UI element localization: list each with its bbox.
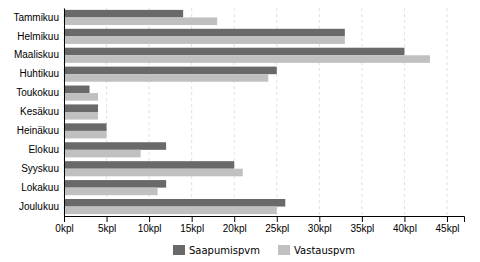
- grid: [64, 8, 447, 216]
- y-tick-label: Syyskuu: [21, 163, 59, 174]
- bar: [64, 150, 141, 158]
- bar: [64, 10, 183, 18]
- bar: [64, 199, 285, 207]
- x-tick-mark: [404, 216, 405, 222]
- bar: [64, 86, 90, 94]
- bar: [64, 29, 345, 37]
- legend-item: Vastauspvm: [278, 245, 355, 256]
- bar: [64, 36, 345, 44]
- y-tick: Kesäkuu: [20, 106, 59, 117]
- x-tick: 5kpl: [98, 216, 116, 234]
- x-tick-mark: [277, 216, 278, 222]
- y-axis: Tammikuu Helmikuu Maaliskuu Huhtikuu Toukoku…: [13, 9, 64, 217]
- bar: [64, 48, 404, 56]
- y-tick-label: Huhtikuu: [20, 68, 59, 79]
- y-tick: Joulukuu: [19, 201, 59, 212]
- x-tick: 15kpl: [180, 216, 204, 234]
- x-tick-label: 40kpl: [393, 223, 417, 234]
- grid-line: [404, 8, 405, 216]
- x-tick-mark: [362, 216, 363, 222]
- y-tick-label: Maaliskuu: [14, 49, 59, 60]
- grid-line: [361, 8, 362, 216]
- legend: Saapumispvm Vastauspvm: [173, 245, 355, 256]
- x-tick: 30kpl: [308, 216, 332, 234]
- plot: 0kpl 5kpl 10kpl 15kpl 20kpl 25kpl 30kpl 35kpl 40…: [13, 8, 464, 234]
- bar: [64, 67, 277, 75]
- y-tick-label: Tammikuu: [13, 12, 59, 23]
- y-tick-label: Toukokuu: [16, 87, 59, 98]
- bars: [64, 10, 430, 214]
- x-tick-label: 35kpl: [350, 223, 374, 234]
- x-tick: 10kpl: [138, 216, 162, 234]
- legend-swatch: [173, 245, 185, 255]
- x-tick-mark: [149, 216, 150, 222]
- bar-series: [64, 10, 404, 207]
- x-tick-mark: [64, 216, 65, 222]
- legend-label: Saapumispvm: [189, 245, 260, 256]
- grid-line: [446, 8, 447, 216]
- x-tick-label: 0kpl: [55, 223, 73, 234]
- bar: [64, 161, 234, 169]
- bar: [64, 112, 98, 120]
- x-tick-mark: [234, 216, 235, 222]
- y-tick-label: Elokuu: [28, 144, 59, 155]
- y-tick-label: Lokakuu: [21, 182, 59, 193]
- y-tick: Heinäkuu: [17, 125, 59, 136]
- legend-label: Vastauspvm: [294, 245, 355, 256]
- y-tick-label: Heinäkuu: [17, 125, 59, 136]
- y-tick: Toukokuu: [16, 87, 59, 98]
- y-tick: Tammikuu: [13, 12, 59, 23]
- bar: [64, 180, 166, 188]
- x-tick-label: 25kpl: [265, 223, 289, 234]
- y-tick-label: Kesäkuu: [20, 106, 59, 117]
- x-tick-label: 5kpl: [98, 223, 116, 234]
- bar: [64, 188, 158, 196]
- bar: [64, 123, 107, 131]
- y-tick-label: Helmikuu: [17, 31, 59, 42]
- y-tick: Huhtikuu: [20, 68, 59, 79]
- x-tick-mark: [319, 216, 320, 222]
- x-tick-label: 20kpl: [223, 223, 247, 234]
- x-tick-label: 10kpl: [138, 223, 162, 234]
- bar: [64, 74, 268, 82]
- x-tick: 20kpl: [223, 216, 247, 234]
- y-tick: Elokuu: [28, 144, 59, 155]
- y-tick: Helmikuu: [17, 31, 59, 42]
- bar: [64, 55, 430, 63]
- y-tick: Lokakuu: [21, 182, 59, 193]
- y-tick: Maaliskuu: [14, 49, 59, 60]
- bar-series: [64, 17, 430, 214]
- y-tick: Syyskuu: [21, 163, 59, 174]
- x-axis-line: [65, 217, 465, 223]
- x-tick-mark: [447, 216, 448, 222]
- y-axis-line: [64, 9, 65, 217]
- y-tick-label: Joulukuu: [19, 201, 59, 212]
- x-tick-mark: [107, 216, 108, 222]
- bar: [64, 169, 243, 177]
- bar: [64, 104, 98, 112]
- grid-line: [64, 8, 65, 216]
- x-tick-label: 45kpl: [436, 223, 460, 234]
- x-tick: 0kpl: [55, 216, 73, 234]
- bar: [64, 142, 166, 150]
- x-tick-label: 15kpl: [180, 223, 204, 234]
- bar: [64, 17, 217, 25]
- x-tick: 25kpl: [265, 216, 289, 234]
- x-tick-mark: [192, 216, 193, 222]
- chart: 0kpl 5kpl 10kpl 15kpl 20kpl 25kpl 30kpl 35kpl 40…: [0, 0, 480, 262]
- x-tick: 35kpl: [350, 216, 374, 234]
- bar: [64, 131, 107, 139]
- legend-item: Saapumispvm: [173, 245, 260, 256]
- x-tick: 40kpl: [393, 216, 417, 234]
- x-tick: 45kpl: [436, 216, 460, 234]
- bar: [64, 207, 277, 215]
- x-axis: 0kpl 5kpl 10kpl 15kpl 20kpl 25kpl 30kpl 35kpl 40…: [55, 216, 464, 234]
- bar: [64, 93, 98, 101]
- legend-swatch: [278, 245, 290, 255]
- x-tick-label: 30kpl: [308, 223, 332, 234]
